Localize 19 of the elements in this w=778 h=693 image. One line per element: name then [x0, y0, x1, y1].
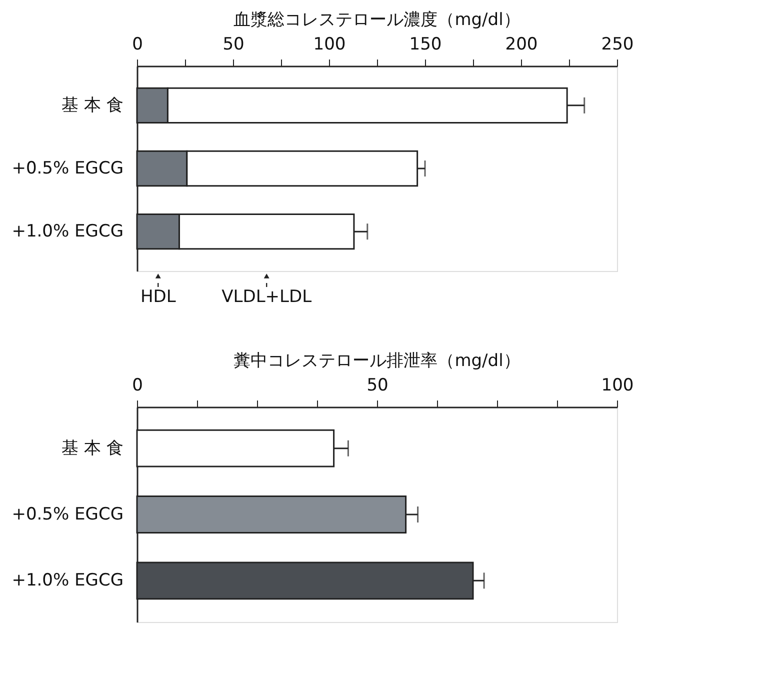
x-tick-label: 50: [222, 34, 244, 54]
x-tick-label: 100: [601, 376, 634, 396]
x-tick-label: 150: [409, 34, 442, 54]
y-tick-label: +0.5% EGCG: [12, 158, 124, 178]
legend-label: HDL: [140, 287, 176, 307]
x-tick-label: 0: [132, 34, 143, 54]
y-tick-label: +1.0% EGCG: [12, 222, 124, 242]
x-tick-label: 100: [313, 34, 346, 54]
chart-title: 血漿総コレステロール濃度（mg/dl）: [234, 10, 520, 30]
y-tick-label: +1.0% EGCG: [12, 570, 124, 591]
x-tick-label: 50: [366, 376, 388, 396]
x-tick-label: 0: [132, 376, 143, 396]
y-tick-label: 基 本 食: [62, 95, 124, 116]
chart-title: 糞中コレステロール排泄率（mg/dl）: [234, 351, 520, 371]
x-tick-label: 200: [505, 34, 538, 54]
y-tick-label: +0.5% EGCG: [12, 504, 124, 524]
y-tick-label: 基 本 食: [62, 438, 124, 458]
legend-label: VLDL+LDL: [222, 287, 312, 307]
x-tick-label: 250: [601, 34, 634, 54]
